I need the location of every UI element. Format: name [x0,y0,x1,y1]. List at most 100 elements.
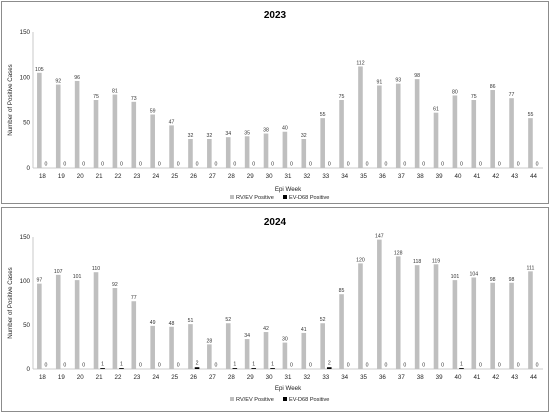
data-label-rv-ev: 77 [509,92,515,98]
x-tick-label: 30 [266,374,273,381]
data-label-rv-ev: 32 [206,133,212,139]
data-label-ev-d68: 0 [347,363,350,369]
bar-rv-ev [74,280,80,369]
data-label-rv-ev: 111 [527,265,535,271]
bar-rv-ev [452,280,458,369]
bar-rv-ev [339,294,344,369]
y-tick-label: 150 [20,234,31,241]
bar-rv-ev [188,324,193,369]
legend-swatch-rv-ev [230,397,234,401]
data-label-ev-d68: 0 [82,363,85,369]
data-label-ev-d68: 0 [384,363,387,369]
data-label-rv-ev: 75 [93,94,99,100]
data-label-rv-ev: 86 [490,84,496,90]
bar-ev-d68 [270,368,275,369]
bar-rv-ev [395,256,401,369]
data-label-ev-d68: 0 [290,363,293,369]
bar-rv-ev [263,332,269,369]
bar-rv-ev [301,332,307,369]
bar-rv-ev [395,83,401,168]
data-label-rv-ev: 120 [356,257,365,263]
data-label-rv-ev: 81 [112,89,118,95]
data-label-ev-d68: 0 [403,162,406,168]
x-tick-label: 19 [58,374,65,381]
x-tick-label: 42 [492,374,499,381]
x-tick-label: 34 [341,374,348,381]
data-label-ev-d68: 0 [384,162,387,168]
bar-rv-ev [414,79,420,168]
x-tick-label: 26 [190,173,197,180]
x-tick-label: 37 [398,173,405,180]
x-axis-label: Epi Week [275,186,302,193]
bar-rv-ev [207,138,212,168]
data-label-rv-ev: 51 [188,318,194,324]
data-label-rv-ev: 34 [225,131,231,137]
x-tick-label: 42 [492,173,499,180]
bar-rv-ev [37,72,42,168]
bar-rv-ev [93,272,99,369]
data-label-rv-ev: 93 [395,78,401,84]
data-label-ev-d68: 0 [44,363,47,369]
bar-rv-ev [471,100,477,168]
data-label-ev-d68: 0 [233,162,236,168]
bar-rv-ev [528,271,533,369]
data-label-ev-d68: 1 [460,362,463,368]
x-tick-label: 20 [77,173,84,180]
data-label-ev-d68: 0 [290,162,293,168]
data-label-rv-ev: 104 [469,271,478,277]
x-tick-label: 38 [417,374,424,381]
x-tick-label: 39 [436,173,443,180]
bar-rv-ev [225,137,231,168]
x-tick-label: 44 [530,173,537,180]
x-tick-label: 37 [398,374,405,381]
x-tick-label: 33 [322,374,329,381]
y-tick-label: 150 [20,29,31,36]
data-label-rv-ev: 61 [433,107,439,113]
x-tick-label: 44 [530,374,537,381]
data-label-rv-ev: 101 [451,274,460,280]
data-label-ev-d68: 0 [44,162,47,168]
bar-rv-ev [490,90,495,168]
legend-label-ev-d68: EV-D68 Positive [289,397,329,403]
data-label-ev-d68: 0 [214,162,217,168]
x-tick-label: 18 [39,374,46,381]
data-label-rv-ev: 41 [301,327,307,333]
bar-rv-ev [339,100,344,168]
data-label-ev-d68: 0 [139,363,142,369]
data-label-rv-ev: 128 [394,250,403,256]
bar-rv-ev [93,100,99,168]
x-tick-label: 43 [511,374,518,381]
bar-ev-d68 [194,367,200,369]
x-tick-label: 22 [115,173,122,180]
data-label-rv-ev: 40 [282,126,288,132]
x-tick-label: 21 [96,374,103,381]
data-label-rv-ev: 32 [188,133,194,139]
x-tick-label: 35 [360,173,367,180]
data-label-ev-d68: 1 [120,362,123,368]
bar-rv-ev [377,239,382,369]
x-tick-label: 39 [436,374,443,381]
x-tick-label: 18 [39,173,46,180]
x-tick-label: 22 [115,374,122,381]
data-label-ev-d68: 0 [498,363,501,369]
bar-rv-ev [377,85,382,168]
data-label-rv-ev: 52 [320,317,326,323]
data-label-rv-ev: 101 [73,274,82,280]
data-label-rv-ev: 96 [74,75,80,81]
y-axis-label: Number of Positive Cases [7,64,14,136]
chart-title: 2023 [264,10,287,21]
y-axis-label: Number of Positive Cases [7,267,14,339]
bar-rv-ev [509,282,514,369]
data-label-rv-ev: 118 [413,259,421,265]
data-label-ev-d68: 0 [214,363,217,369]
x-tick-label: 30 [266,173,273,180]
bar-rv-ev [169,326,174,369]
x-tick-label: 27 [209,173,216,180]
bar-ev-d68 [326,367,332,369]
x-tick-label: 23 [133,374,140,381]
bar-rv-ev [207,344,212,369]
bar-rv-ev [471,277,477,369]
bar-rv-ev [320,118,325,168]
data-label-ev-d68: 2 [328,361,331,367]
